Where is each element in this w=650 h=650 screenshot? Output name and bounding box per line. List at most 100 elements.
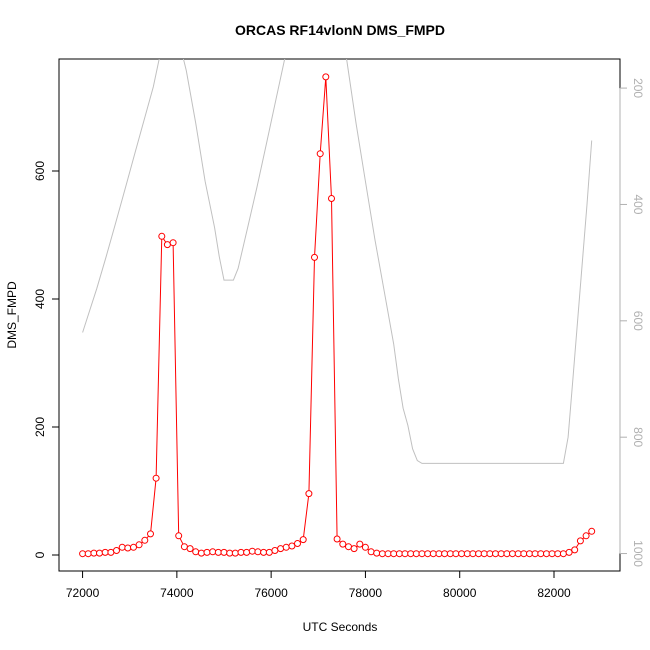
y-axis-right: 200 400 600 800 1000 — [619, 78, 645, 567]
y-tick-label: 0 — [33, 551, 47, 558]
data-point — [378, 550, 386, 558]
data-point — [248, 547, 256, 555]
data-point — [576, 537, 584, 545]
data-point — [322, 73, 330, 81]
data-point — [158, 232, 166, 240]
data-point — [452, 550, 460, 558]
data-point — [458, 550, 466, 558]
data-point — [180, 543, 188, 551]
data-point — [350, 545, 358, 553]
data-point — [214, 548, 222, 556]
data-point — [328, 195, 335, 202]
x-tick-label: 78000 — [349, 586, 383, 600]
data-point — [130, 543, 137, 551]
data-point — [113, 547, 120, 554]
data-point — [571, 546, 579, 554]
y2-tick-label: 1000 — [631, 540, 645, 567]
x-tick-label: 76000 — [254, 586, 288, 600]
data-point — [101, 548, 109, 556]
data-point — [582, 532, 590, 540]
data-point — [220, 548, 228, 556]
data-point — [311, 253, 318, 261]
data-point — [429, 550, 437, 558]
y-tick-label: 400 — [33, 289, 47, 309]
data-point — [265, 548, 273, 556]
data-point — [412, 550, 420, 558]
data-point — [186, 545, 194, 553]
y-tick-label: 200 — [33, 417, 47, 437]
data-point — [492, 550, 499, 558]
data-point — [588, 527, 596, 535]
data-point — [277, 545, 285, 553]
data-point — [282, 543, 290, 551]
secondary-series — [82, 59, 593, 464]
y2-tick-label: 400 — [631, 194, 645, 214]
data-point — [163, 241, 171, 249]
data-point — [548, 550, 556, 558]
data-point — [231, 549, 239, 557]
data-point — [554, 550, 562, 558]
data-point — [565, 548, 573, 556]
secondary-series-line — [82, 59, 593, 464]
y-axis-left: 0 200 400 600 — [33, 161, 60, 558]
data-point — [135, 541, 143, 549]
data-point — [373, 549, 381, 557]
data-point — [520, 550, 528, 558]
data-point — [254, 548, 262, 556]
data-point — [118, 543, 126, 551]
data-point — [294, 540, 301, 547]
data-point — [469, 550, 477, 558]
data-point — [124, 544, 132, 552]
data-point — [299, 536, 307, 544]
data-point — [418, 550, 426, 558]
data-point — [480, 550, 488, 558]
x-tick-label: 80000 — [443, 586, 477, 600]
data-point — [271, 547, 279, 554]
data-point — [339, 540, 347, 548]
data-point — [367, 548, 375, 556]
data-point — [305, 490, 313, 498]
data-point — [559, 550, 567, 558]
chart-title: ORCAS RF14vlonN DMS_FMPD — [235, 22, 445, 38]
data-point — [243, 548, 251, 556]
y-axis-label: DMS_FMPD — [5, 281, 19, 349]
y2-tick-label: 200 — [631, 78, 645, 98]
data-point — [345, 543, 352, 551]
data-point — [152, 474, 160, 482]
data-point — [497, 550, 505, 558]
data-point — [441, 550, 449, 558]
data-point — [316, 150, 324, 158]
data-point — [192, 548, 200, 556]
data-point — [390, 550, 398, 558]
data-point — [169, 239, 177, 247]
x-tick-label: 74000 — [160, 586, 194, 600]
data-point — [84, 550, 92, 558]
data-point — [197, 549, 205, 557]
data-point — [141, 536, 149, 544]
data-point — [203, 548, 211, 556]
x-axis: 72000 74000 76000 78000 80000 82000 — [66, 570, 571, 600]
data-point — [96, 549, 103, 557]
data-point — [175, 532, 183, 540]
x-tick-label: 82000 — [537, 586, 571, 600]
data-point — [333, 535, 341, 543]
data-point — [209, 548, 217, 556]
x-axis-label: UTC Seconds — [303, 620, 378, 634]
data-point — [509, 550, 516, 558]
y-tick-label: 600 — [33, 161, 47, 181]
data-point — [356, 540, 364, 548]
data-point — [361, 543, 369, 551]
data-point — [107, 548, 115, 556]
data-point — [401, 550, 409, 558]
y2-tick-label: 600 — [631, 311, 645, 331]
data-point — [537, 550, 545, 558]
data-point — [260, 548, 268, 556]
y2-tick-label: 800 — [631, 427, 645, 447]
data-point — [147, 530, 154, 538]
data-point — [288, 542, 296, 550]
x-tick-label: 72000 — [66, 586, 100, 600]
data-point — [531, 550, 539, 558]
primary-series — [79, 73, 596, 558]
